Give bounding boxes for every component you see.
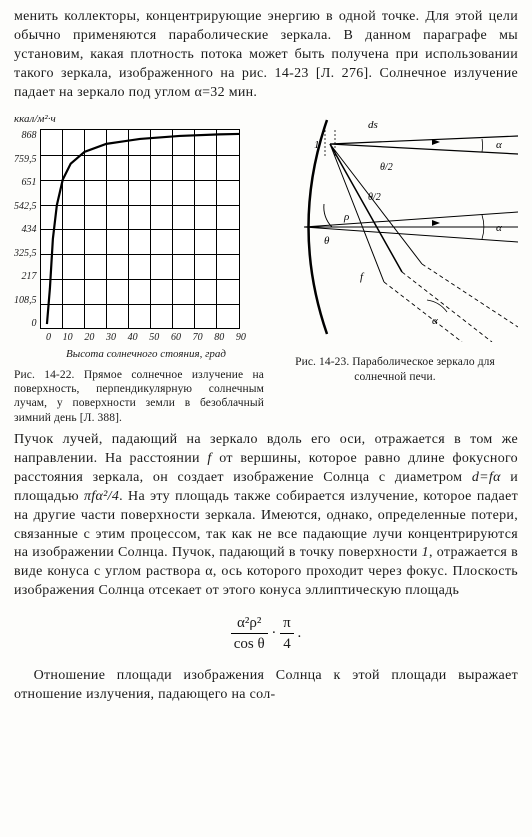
y-tick: 651	[22, 178, 37, 188]
ray-top-2	[330, 144, 518, 154]
y-tick: 108,5	[14, 296, 37, 306]
label-one: 1	[314, 139, 320, 151]
paragraph-3: Отношение площади изображения Солнца к э…	[14, 667, 518, 705]
ray-mid-down	[304, 227, 518, 242]
theta-arc	[324, 204, 332, 227]
x-tick: 10	[63, 331, 73, 345]
frac-1-den: cos θ	[231, 634, 268, 654]
figure-left: ккал/м²·ч 868759,5651542,5434325,5217108…	[14, 112, 264, 425]
x-tick: 40	[128, 331, 138, 345]
y-ticks: 868 759,5 651 542,5 434 325,5 217 108,5 0	[14, 129, 40, 329]
x-axis-label: Высота солнечного стояния, град	[46, 347, 246, 362]
line-cone-b	[330, 144, 422, 264]
plot-area	[40, 129, 240, 329]
ray-top-1	[330, 136, 518, 144]
x-tick: 60	[171, 331, 181, 345]
y-tick: 0	[32, 319, 37, 329]
line-cone-ext1	[384, 282, 462, 342]
label-alpha-1: α	[496, 139, 502, 151]
y-tick: 868	[22, 131, 37, 141]
paragraph-2: Пучок лучей, падающий на зеркало вдоль е…	[14, 431, 518, 601]
y-tick: 542,5	[14, 202, 37, 212]
curve-path	[46, 134, 238, 324]
y-tick: 217	[22, 272, 37, 282]
parabola-diagram: ds 1 θ/2 θ/2 ρ θ f α α α	[272, 112, 518, 342]
frac-2-num: π	[280, 613, 294, 634]
label-ds: ds	[368, 119, 378, 131]
curve-svg	[41, 130, 239, 328]
figure-right: ds 1 θ/2 θ/2 ρ θ f α α α Рис. 14-23. Пар…	[272, 112, 518, 384]
caption-left: Рис. 14-22. Прямое солнечное излучение н…	[14, 368, 264, 426]
x-tick: 50	[149, 331, 159, 345]
formula-period: .	[298, 625, 302, 641]
label-theta-half-1: θ/2	[380, 162, 393, 173]
x-tick: 80	[214, 331, 224, 345]
label-theta-half-2: θ/2	[368, 192, 381, 203]
chart-box: 868 759,5 651 542,5 434 325,5 217 108,5 0	[14, 129, 264, 329]
frac-2: π 4	[280, 613, 294, 655]
ray-mid-up	[304, 212, 518, 227]
y-tick: 325,5	[14, 249, 37, 259]
formula-dot: ·	[271, 625, 280, 641]
alpha-arc-top	[482, 139, 483, 152]
y-axis-label: ккал/м²·ч	[14, 112, 264, 127]
label-rho: ρ	[343, 211, 349, 223]
paragraph-1: менить коллекторы, концентрирующие энерг…	[14, 8, 518, 102]
x-tick: 90	[236, 331, 246, 345]
label-theta: θ	[324, 235, 330, 247]
frac-2-den: 4	[280, 634, 294, 654]
x-tick: 0	[46, 331, 51, 345]
frac-1-num: α²ρ²	[231, 613, 268, 634]
x-tick: 70	[193, 331, 203, 345]
figures-row: ккал/м²·ч 868759,5651542,5434325,5217108…	[14, 112, 518, 425]
x-ticks: 0 10 20 30 40 50 60 70 80 90	[46, 331, 246, 345]
label-f: f	[360, 271, 365, 283]
label-alpha-2: α	[496, 222, 502, 234]
line-cone-ext3	[402, 272, 492, 342]
label-alpha-3: α	[432, 315, 438, 327]
y-tick: 434	[22, 225, 37, 235]
arrow-2	[432, 220, 440, 226]
x-tick: 30	[106, 331, 116, 345]
x-tick: 20	[84, 331, 94, 345]
frac-1: α²ρ² cos θ	[231, 613, 268, 655]
alpha-arc-bot	[427, 300, 447, 312]
line-cone-a	[330, 144, 384, 282]
formula: α²ρ² cos θ · π 4 .	[14, 613, 518, 655]
caption-right: Рис. 14-23. Параболическое зеркало для с…	[272, 355, 518, 384]
y-tick: 759,5	[14, 155, 37, 165]
